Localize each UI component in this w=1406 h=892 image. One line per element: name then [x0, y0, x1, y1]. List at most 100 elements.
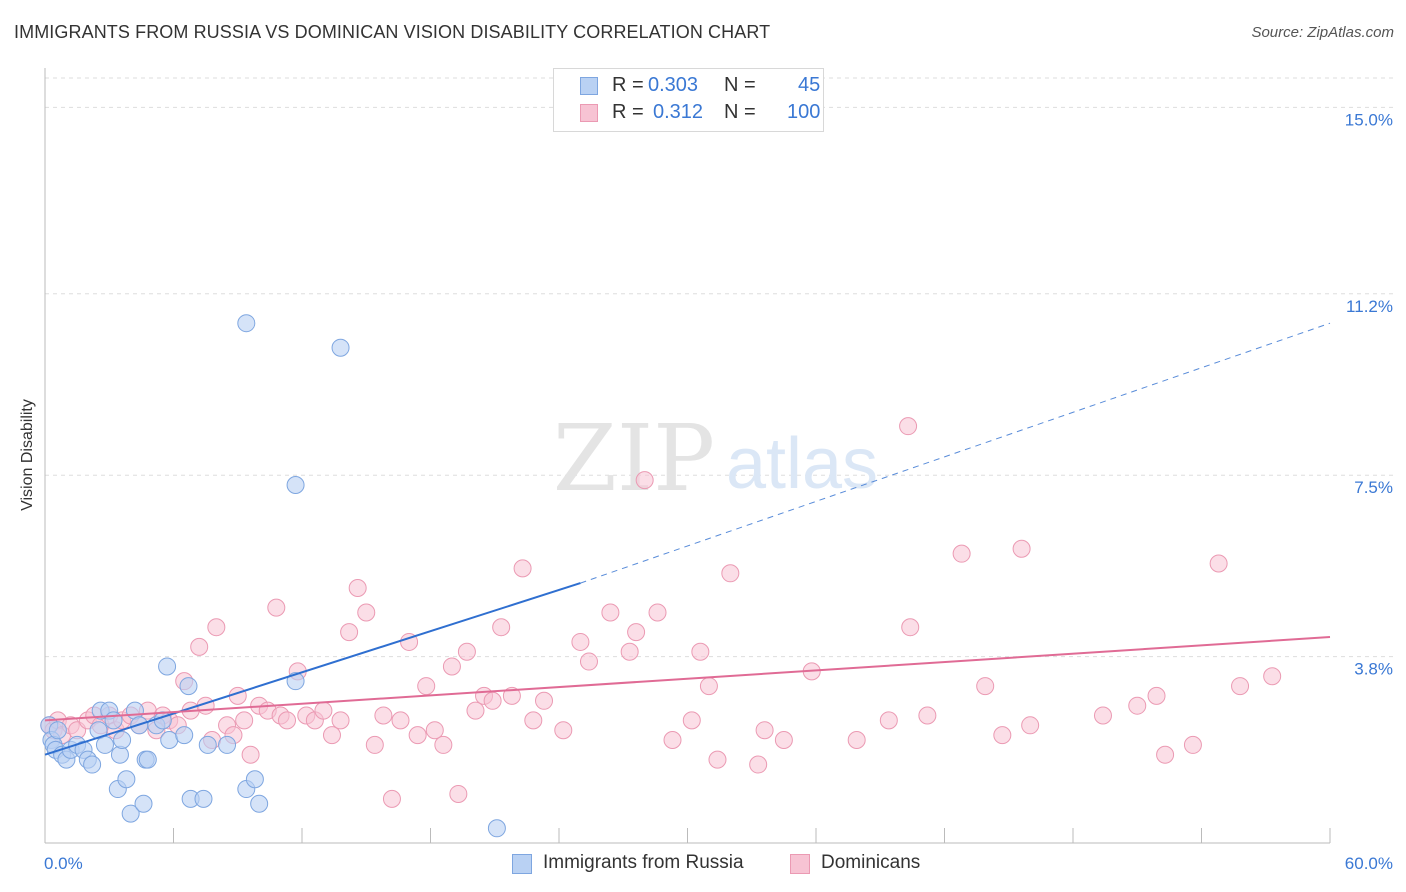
data-point-dominicans — [492, 618, 511, 637]
data-point-dominicans — [348, 579, 367, 597]
legend: R = 0.303 N = 45 R = 0.312 N = 100 — [553, 68, 824, 132]
data-point-dominicans — [847, 731, 866, 750]
data-point-dominicans — [502, 686, 521, 705]
y-tick-label: 11.2% — [1346, 297, 1393, 316]
data-point-dominicans — [235, 711, 254, 730]
data-point-dominicans — [749, 755, 768, 774]
data-point-russia — [117, 770, 136, 789]
legend-n-label: N = — [724, 74, 756, 96]
data-point-dominicans — [391, 711, 410, 730]
data-point-dominicans — [322, 726, 341, 745]
data-point-russia — [160, 731, 179, 750]
data-point-russia — [134, 794, 153, 813]
data-point-dominicans — [691, 642, 710, 661]
data-point-russia — [245, 770, 264, 789]
grid-lines — [45, 77, 1395, 658]
data-point-russia — [121, 804, 140, 823]
y-tick-label: 15.0% — [1345, 110, 1393, 129]
bottom-legend-label-russia: Immigrants from Russia — [543, 852, 744, 873]
legend-n-label: N = — [724, 101, 756, 123]
data-point-dominicans — [207, 618, 226, 637]
data-point-russia — [48, 721, 67, 740]
data-point-dominicans — [417, 677, 436, 696]
trend-line-russia-extension — [580, 322, 1331, 584]
data-point-russia — [175, 726, 194, 745]
data-point-dominicans — [879, 711, 898, 730]
bottom-legend-swatch-dominicans — [790, 854, 810, 874]
y-tick-label: 3.8% — [1354, 660, 1393, 679]
data-point-russia — [218, 735, 237, 754]
data-point-dominicans — [571, 632, 590, 651]
y-tick-label: 7.5% — [1354, 478, 1393, 497]
bottom-legend-label-dominicans: Dominicans — [821, 852, 921, 873]
data-point-dominicans — [1012, 539, 1031, 558]
data-point-dominicans — [682, 711, 701, 730]
data-point-dominicans — [524, 711, 543, 730]
data-point-russia — [158, 657, 177, 676]
data-point-dominicans — [663, 731, 682, 750]
chart-source: Source: ZipAtlas.com — [1251, 24, 1394, 41]
data-point-dominicans — [1147, 686, 1166, 705]
bottom-legend-swatch-russia — [512, 854, 532, 874]
trend-line-russia — [44, 582, 581, 756]
data-point-russia — [487, 819, 506, 838]
data-point-dominicans — [1183, 735, 1202, 754]
data-point-dominicans — [513, 559, 532, 578]
data-point-dominicans — [466, 701, 485, 720]
legend-n-value: 100 — [787, 101, 821, 123]
data-point-dominicans — [627, 623, 646, 642]
legend-r-label: R = — [612, 74, 644, 96]
data-point-dominicans — [993, 726, 1012, 745]
data-point-dominicans — [434, 735, 453, 754]
data-point-dominicans — [1231, 677, 1250, 696]
data-point-dominicans — [918, 706, 937, 725]
data-point-dominicans — [976, 677, 995, 696]
legend-swatch-dominicans — [580, 104, 598, 122]
data-point-dominicans — [382, 789, 401, 808]
data-point-russia — [113, 731, 132, 750]
data-point-russia — [83, 755, 102, 774]
legend-n-value: 45 — [798, 74, 821, 96]
data-point-dominicans — [755, 721, 774, 740]
data-point-dominicans — [535, 691, 554, 710]
data-point-dominicans — [1021, 716, 1040, 735]
data-point-dominicans — [1263, 667, 1282, 686]
data-point-russia — [194, 789, 213, 808]
data-point-dominicans — [314, 701, 333, 720]
data-point-russia — [286, 476, 305, 495]
data-point-russia — [138, 750, 157, 769]
data-point-dominicans — [952, 544, 971, 563]
data-point-dominicans — [457, 642, 476, 661]
data-point-russia — [286, 672, 305, 691]
data-point-russia — [110, 745, 129, 764]
axes — [44, 68, 1331, 844]
data-point-russia — [250, 794, 269, 813]
data-point-dominicans — [899, 417, 918, 436]
chart-title: IMMIGRANTS FROM RUSSIA VS DOMINICAN VISI… — [14, 22, 771, 42]
data-point-dominicans — [425, 721, 444, 740]
data-point-dominicans — [1128, 696, 1147, 715]
data-point-dominicans — [1093, 706, 1112, 725]
data-point-dominicans — [774, 731, 793, 750]
data-point-dominicans — [241, 745, 260, 764]
data-point-dominicans — [554, 721, 573, 740]
data-point-dominicans — [408, 726, 427, 745]
data-point-dominicans — [449, 784, 468, 803]
trend-lines — [44, 322, 1331, 756]
data-point-dominicans — [483, 691, 502, 710]
trend-line-dominicans — [44, 636, 1331, 722]
watermark: ZIP atlas — [553, 405, 878, 512]
data-point-russia — [198, 735, 217, 754]
watermark-atlas: atlas — [726, 424, 878, 504]
legend-swatch-russia — [580, 77, 598, 95]
data-point-russia — [237, 314, 256, 333]
data-point-dominicans — [442, 657, 461, 676]
data-point-dominicans — [721, 564, 740, 583]
data-point-dominicans — [579, 652, 598, 671]
x-tick-label: 60.0% — [1345, 854, 1393, 873]
data-point-dominicans — [699, 677, 718, 696]
legend-r-value: 0.312 — [653, 101, 704, 123]
data-point-dominicans — [620, 642, 639, 661]
data-point-dominicans — [1209, 554, 1228, 573]
